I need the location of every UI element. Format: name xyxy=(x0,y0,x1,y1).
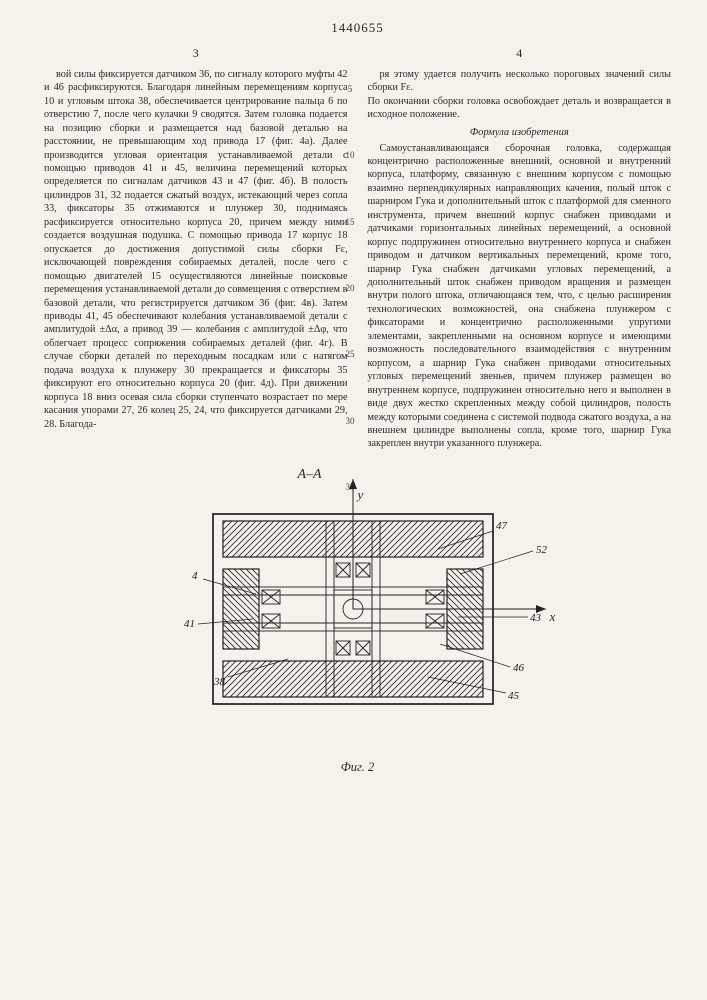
line-no: 25 xyxy=(345,349,354,359)
patent-page: 1440655 3 вой силы фиксируется датчиком … xyxy=(0,0,707,799)
right-col-num: 4 xyxy=(368,46,672,62)
callout-4: 4 xyxy=(192,570,198,582)
right-col-formula: Самоустанавливающаяся сборочная головка,… xyxy=(368,142,672,451)
figure-caption: Фиг. 2 xyxy=(128,760,588,775)
y-axis-label: y xyxy=(358,487,364,503)
section-label: А–А xyxy=(298,467,322,483)
formula-heading: Формула изобретения xyxy=(368,126,672,140)
callout-43: 43 xyxy=(530,612,542,624)
left-col-text: вой силы фиксируется датчиком 36, по сиг… xyxy=(44,68,348,431)
left-col-num: 3 xyxy=(44,46,348,62)
x-axis-label: x xyxy=(550,609,556,625)
figure-svg: 4 41 38 47 52 43 46 45 xyxy=(128,469,588,749)
callout-47: 47 xyxy=(496,520,508,532)
callout-41: 41 xyxy=(184,618,195,630)
line-no: 10 xyxy=(345,150,354,160)
line-no: 30 xyxy=(345,416,354,426)
line-no: 5 xyxy=(348,84,353,94)
patent-number: 1440655 xyxy=(44,20,671,36)
callout-38: 38 xyxy=(213,676,226,688)
callout-52: 52 xyxy=(536,544,548,556)
figure-2: А–А y x xyxy=(128,469,588,775)
right-column: 4 ря этому удается получить несколько по… xyxy=(368,46,672,451)
left-column: 3 вой силы фиксируется датчиком 36, по с… xyxy=(44,46,348,451)
callout-46: 46 xyxy=(513,662,525,674)
line-no: 15 xyxy=(345,217,354,227)
two-column-body: 3 вой силы фиксируется датчиком 36, по с… xyxy=(44,46,671,451)
right-col-top: ря этому удается получить несколько поро… xyxy=(368,68,672,122)
callout-45: 45 xyxy=(508,690,520,702)
line-no: 20 xyxy=(345,283,354,293)
